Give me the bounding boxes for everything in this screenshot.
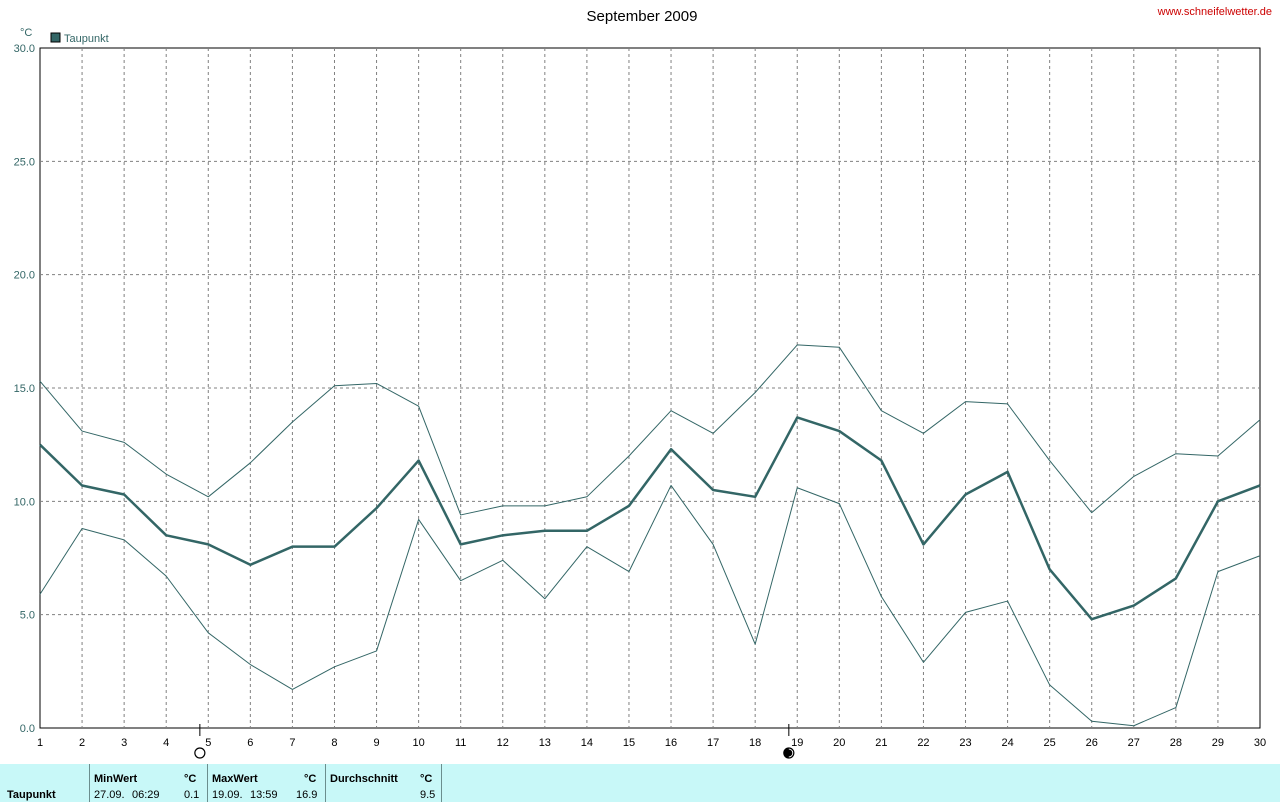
- x-tick-label: 8: [331, 737, 337, 749]
- x-tick-label: 15: [623, 737, 635, 749]
- x-tick-label: 17: [707, 737, 719, 749]
- x-tick-label: 29: [1212, 737, 1224, 749]
- x-tick-label: 19: [791, 737, 803, 749]
- x-tick-label: 23: [959, 737, 971, 749]
- stats-divider: [207, 764, 208, 802]
- avg-value: 9.5: [420, 789, 436, 801]
- min-header: MinWert: [94, 773, 138, 785]
- y-tick-label: 0.0: [20, 723, 35, 735]
- stats-divider: [325, 764, 326, 802]
- series-line-average: [39, 416, 1261, 621]
- y-tick-label: 25.0: [14, 156, 35, 168]
- x-tick-label: 14: [581, 737, 593, 749]
- x-tick-label: 7: [289, 737, 295, 749]
- max-date: 19.09.: [212, 789, 243, 801]
- y-tick-label: 10.0: [14, 496, 35, 508]
- stats-divider: [441, 764, 442, 802]
- series-line-minimum: [39, 484, 1261, 727]
- x-tick-label: 20: [833, 737, 845, 749]
- x-tick-label: 18: [749, 737, 761, 749]
- max-unit: °C: [304, 773, 317, 785]
- chart: September 2009 www.schneifelwetter.de °C…: [14, 6, 1272, 759]
- full-moon-icon: [194, 747, 206, 759]
- x-tick-label: 6: [247, 737, 253, 749]
- x-tick-label: 12: [497, 737, 509, 749]
- y-tick-label: 5.0: [20, 610, 35, 622]
- min-time: 06:29: [132, 789, 160, 801]
- x-tick-label: 2: [79, 737, 85, 749]
- max-value: 16.9: [296, 789, 318, 801]
- x-tick-label: 16: [665, 737, 677, 749]
- x-tick-label: 24: [1001, 737, 1013, 749]
- max-header: MaxWert: [212, 773, 258, 785]
- min-value: 0.1: [184, 789, 200, 801]
- x-tick-label: 13: [539, 737, 551, 749]
- x-tick-label: 9: [373, 737, 379, 749]
- x-tick-label: 3: [121, 737, 127, 749]
- stats-table: Taupunkt MinWert °C 27.09. 06:29 0.1 Max…: [0, 764, 1280, 802]
- max-time: 13:59: [250, 789, 278, 801]
- chart-title: September 2009: [587, 8, 698, 25]
- y-tick-label: 20.0: [14, 270, 35, 282]
- x-tick-label: 4: [163, 737, 169, 749]
- stats-row-label: Taupunkt: [7, 789, 56, 801]
- x-tick-label: 1: [37, 737, 43, 749]
- x-tick-label: 25: [1044, 737, 1056, 749]
- min-unit: °C: [184, 773, 197, 785]
- avg-header: Durchschnitt: [330, 773, 398, 785]
- avg-unit: °C: [420, 773, 433, 785]
- x-tick-label: 30: [1254, 737, 1266, 749]
- min-date: 27.09.: [94, 789, 125, 801]
- x-tick-label: 26: [1086, 737, 1098, 749]
- x-tick-label: 28: [1170, 737, 1182, 749]
- legend-label: Taupunkt: [64, 33, 109, 45]
- x-tick-label: 21: [875, 737, 887, 749]
- x-tick-label: 11: [455, 737, 466, 749]
- y-tick-label: 15.0: [14, 383, 35, 395]
- x-tick-label: 10: [412, 737, 424, 749]
- x-tick-label: 5: [205, 737, 211, 749]
- x-tick-label: 22: [917, 737, 929, 749]
- new-moon-core: [785, 749, 793, 757]
- x-tick-label: 27: [1128, 737, 1140, 749]
- series-line-maximum: [39, 344, 1261, 516]
- y-unit-label: °C: [20, 27, 32, 39]
- legend-swatch: [50, 32, 61, 43]
- y-tick-label: 30.0: [14, 43, 35, 55]
- stats-divider: [89, 764, 90, 802]
- website-link[interactable]: www.schneifelwetter.de: [1157, 6, 1272, 18]
